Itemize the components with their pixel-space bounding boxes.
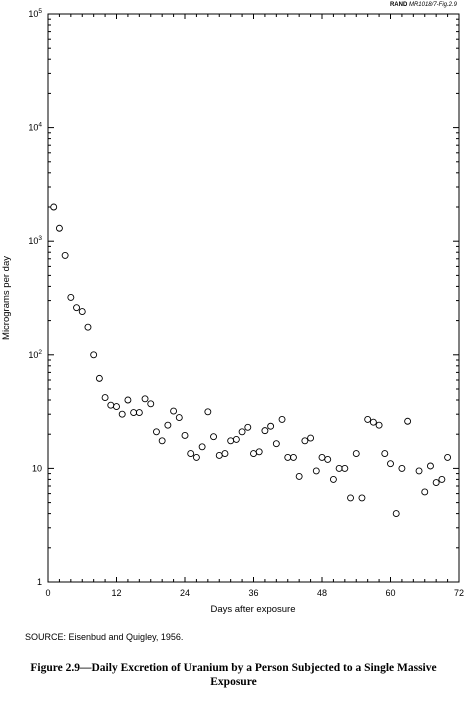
figure-caption: Figure 2.9—Daily Excretion of Uranium by…: [0, 661, 467, 689]
y-tick-label: 103: [28, 235, 42, 246]
data-point: [427, 462, 434, 470]
data-point: [387, 460, 394, 468]
data-point: [84, 323, 92, 331]
figure-id-label: MR1018/7-Fig.2.9: [408, 2, 457, 8]
data-point: [187, 450, 195, 458]
data-point: [227, 437, 235, 445]
data-point: [153, 428, 160, 436]
data-point: [341, 464, 349, 472]
data-point: [141, 395, 149, 403]
data-point: [335, 464, 343, 472]
x-tick-labels: 0 12 24 36 48 60 72: [45, 588, 464, 598]
data-point: [329, 475, 337, 483]
data-point: [290, 453, 297, 461]
data-point: [238, 428, 246, 436]
data-point: [307, 434, 315, 442]
data-point: [124, 396, 132, 404]
data-point: [61, 251, 69, 259]
data-point: [352, 450, 360, 458]
y-tick-label: 10: [32, 463, 42, 473]
data-point: [67, 293, 75, 301]
data-point: [221, 450, 229, 458]
data-point: [244, 423, 252, 431]
data-point: [272, 440, 280, 448]
data-point: [364, 415, 372, 423]
data-point: [255, 448, 263, 456]
data-point: [267, 422, 275, 430]
data-point: [295, 472, 303, 480]
data-points: [50, 203, 452, 518]
data-point: [301, 437, 309, 445]
y-tick-labels: 1 10 102 103 104 105: [28, 8, 42, 587]
data-point: [90, 351, 98, 359]
x-tick-label: 36: [248, 588, 258, 598]
data-point: [135, 409, 143, 417]
data-point: [73, 304, 80, 312]
data-point: [113, 403, 120, 411]
data-point: [50, 203, 58, 211]
data-point: [204, 408, 212, 416]
data-point: [175, 414, 183, 422]
data-point: [198, 443, 206, 451]
caption-line-2: Exposure: [210, 676, 257, 688]
data-point: [78, 308, 86, 316]
data-point: [438, 475, 446, 483]
x-tick-label: 0: [45, 588, 50, 598]
data-point: [192, 453, 200, 461]
x-tick-label: 12: [111, 588, 121, 598]
data-point: [232, 435, 240, 443]
x-axis-label: Days after exposure: [210, 604, 295, 615]
data-point: [170, 407, 178, 415]
data-point: [444, 453, 452, 461]
data-point: [158, 437, 166, 445]
figure-reference-tag: RAND MR1018/7-Fig.2.9: [390, 2, 457, 8]
x-tick-label: 60: [385, 588, 395, 598]
data-point: [312, 467, 320, 475]
data-point: [415, 467, 423, 475]
data-point: [210, 433, 217, 441]
y-tick-label: 104: [28, 122, 42, 133]
data-point: [130, 409, 138, 417]
y-tick-label: 102: [28, 349, 42, 360]
data-point: [55, 224, 63, 232]
data-point: [147, 400, 155, 408]
x-tick-label: 72: [454, 588, 464, 598]
scatter-chart: 0 12 24 36 48 60 72 1 10 102 103 104 105 Days after…: [1, 8, 464, 615]
data-point: [250, 450, 257, 458]
data-point: [181, 432, 189, 439]
y-tick-label: 105: [28, 8, 42, 19]
data-point: [432, 479, 440, 487]
data-point: [421, 488, 429, 496]
data-point: [398, 464, 406, 472]
data-point: [261, 427, 269, 435]
x-tick-label: 48: [317, 588, 327, 598]
data-point: [318, 453, 326, 461]
data-point: [392, 510, 400, 518]
axis-ticks: [47, 13, 460, 583]
y-tick-label: 1: [37, 577, 42, 587]
x-tick-label: 24: [180, 588, 190, 598]
plot-frame: [47, 13, 460, 583]
data-point: [358, 494, 366, 502]
data-point: [381, 450, 389, 458]
caption-line-1: Figure 2.9—Daily Excretion of Uranium by…: [30, 662, 437, 674]
source-note: SOURCE: Eisenbud and Quigley, 1956.: [25, 632, 184, 642]
data-point: [404, 417, 412, 425]
data-point: [215, 452, 223, 459]
data-point: [278, 415, 286, 423]
data-point: [164, 421, 172, 429]
data-point: [284, 453, 292, 461]
y-axis-label: Micrograms per day: [1, 256, 12, 340]
data-point: [375, 421, 383, 429]
data-point: [107, 401, 115, 409]
data-point: [324, 455, 332, 463]
data-point: [118, 410, 126, 418]
data-point: [369, 418, 377, 426]
data-point: [347, 494, 354, 502]
data-point: [95, 374, 103, 382]
publisher-label: RAND: [389, 2, 408, 8]
data-point: [101, 394, 109, 402]
